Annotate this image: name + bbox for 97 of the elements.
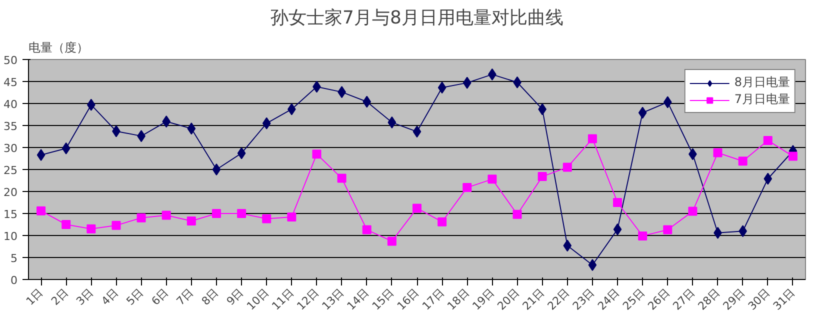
- y-axis-title: 电量（度）: [28, 40, 88, 54]
- x-tick-label: 12日: [294, 286, 322, 313]
- point: [86, 224, 96, 234]
- point: [438, 82, 446, 94]
- point: [713, 148, 722, 158]
- x-tick-label: 4日: [98, 286, 121, 308]
- x-tick-label: 15日: [370, 286, 397, 313]
- point: [738, 156, 748, 166]
- y-tick-label: 35: [4, 120, 18, 133]
- point: [262, 117, 271, 130]
- point: [563, 240, 572, 252]
- point: [287, 212, 296, 222]
- point: [412, 126, 422, 138]
- point: [412, 204, 422, 213]
- point: [187, 122, 196, 135]
- point: [112, 220, 121, 230]
- point: [36, 206, 46, 216]
- legend-label: 7月日电量: [734, 91, 790, 108]
- point: [638, 106, 647, 119]
- x-tick-label: 19日: [470, 286, 497, 313]
- y-tick-label: 30: [4, 142, 18, 155]
- point: [362, 96, 372, 108]
- y-tick-label: 10: [4, 230, 18, 243]
- point: [62, 142, 70, 154]
- point: [36, 148, 46, 161]
- point: [438, 217, 447, 226]
- point: [312, 150, 322, 159]
- point: [764, 172, 772, 185]
- x-tick-label: 25日: [620, 286, 648, 313]
- y-tick-label: 40: [4, 98, 18, 111]
- point: [237, 147, 246, 160]
- x-tick-label: 26日: [645, 286, 672, 313]
- point: [588, 258, 597, 271]
- point: [738, 225, 748, 238]
- x-tick-label: 2日: [48, 286, 71, 308]
- x-tick-label: 27日: [670, 286, 698, 313]
- x-tick-label: 7日: [174, 286, 196, 308]
- x-tick-label: 30日: [746, 286, 772, 313]
- x-tick-label: 5日: [124, 286, 146, 308]
- point: [638, 231, 648, 240]
- x-tick-label: 23日: [570, 286, 598, 313]
- point: [237, 209, 246, 218]
- point: [663, 96, 672, 108]
- point: [262, 214, 272, 224]
- point: [186, 216, 196, 226]
- point: [562, 162, 572, 172]
- point: [388, 116, 396, 128]
- x-tick-label: 6日: [149, 286, 171, 308]
- point: [212, 209, 221, 218]
- point: [538, 172, 547, 182]
- point: [663, 225, 672, 234]
- point: [613, 223, 622, 236]
- x-tick-label: 18日: [444, 286, 472, 313]
- point: [688, 206, 698, 216]
- x-tick-label: 20日: [494, 286, 522, 313]
- x-tick-label: 21日: [520, 286, 547, 313]
- point: [162, 210, 171, 220]
- point: [387, 236, 396, 246]
- point: [362, 225, 372, 234]
- y-tick-label: 0: [10, 274, 18, 287]
- x-tick-label: 9日: [224, 286, 246, 308]
- point: [462, 76, 472, 89]
- point: [488, 174, 497, 184]
- y-tick-label: 15: [4, 208, 18, 221]
- point: [613, 198, 622, 207]
- x-tick-label: 14日: [344, 286, 372, 313]
- point: [212, 164, 221, 176]
- y-tick-label: 5: [10, 252, 18, 265]
- x-tick-label: 1日: [24, 286, 46, 308]
- point: [86, 98, 96, 111]
- x-tick-label: 24日: [595, 286, 622, 313]
- point: [588, 134, 597, 144]
- x-tick-label: 17日: [420, 286, 447, 313]
- x-tick-label: 10日: [244, 286, 272, 313]
- point: [462, 183, 472, 192]
- x-tick-label: 11日: [269, 286, 296, 313]
- x-tick-label: 22日: [545, 286, 572, 313]
- y-tick-label: 45: [4, 76, 18, 89]
- point: [62, 220, 71, 229]
- point: [136, 213, 146, 222]
- x-tick-label: 3日: [74, 286, 96, 308]
- legend-label: 8月日电量: [734, 74, 790, 91]
- x-tick-label: 13日: [320, 286, 346, 313]
- point: [337, 174, 346, 183]
- y-tick-label: 50: [4, 54, 18, 67]
- chart-title: 孙女士家7月与8月日用电量对比曲线: [270, 8, 564, 28]
- x-tick-label: 16日: [394, 286, 422, 313]
- x-tick-label: 8日: [199, 286, 222, 308]
- point: [162, 116, 171, 128]
- point: [763, 136, 772, 145]
- x-tick-label: 28日: [696, 286, 722, 313]
- point: [788, 152, 798, 161]
- x-tick-label: 29日: [720, 286, 748, 313]
- y-tick-label: 20: [4, 186, 18, 199]
- point: [512, 210, 522, 219]
- x-tick-label: 31日: [770, 286, 798, 313]
- y-tick-label: 25: [4, 164, 18, 177]
